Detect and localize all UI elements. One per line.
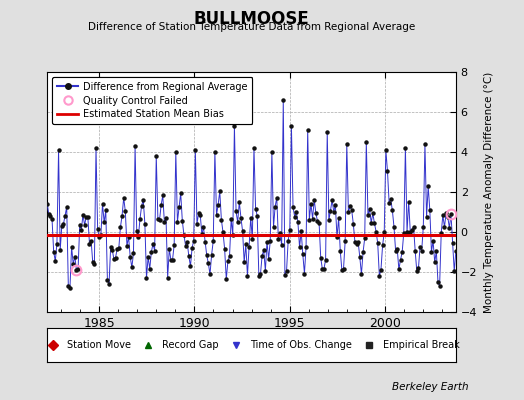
Text: Berkeley Earth: Berkeley Earth: [392, 382, 469, 392]
Y-axis label: Monthly Temperature Anomaly Difference (°C): Monthly Temperature Anomaly Difference (…: [484, 71, 494, 313]
Text: Difference of Station Temperature Data from Regional Average: Difference of Station Temperature Data f…: [88, 22, 415, 32]
Legend: Difference from Regional Average, Quality Control Failed, Estimated Station Mean: Difference from Regional Average, Qualit…: [52, 77, 253, 124]
Text: BULLMOOSE: BULLMOOSE: [194, 10, 309, 28]
Legend: Station Move, Record Gap, Time of Obs. Change, Empirical Break: Station Move, Record Gap, Time of Obs. C…: [41, 337, 462, 353]
